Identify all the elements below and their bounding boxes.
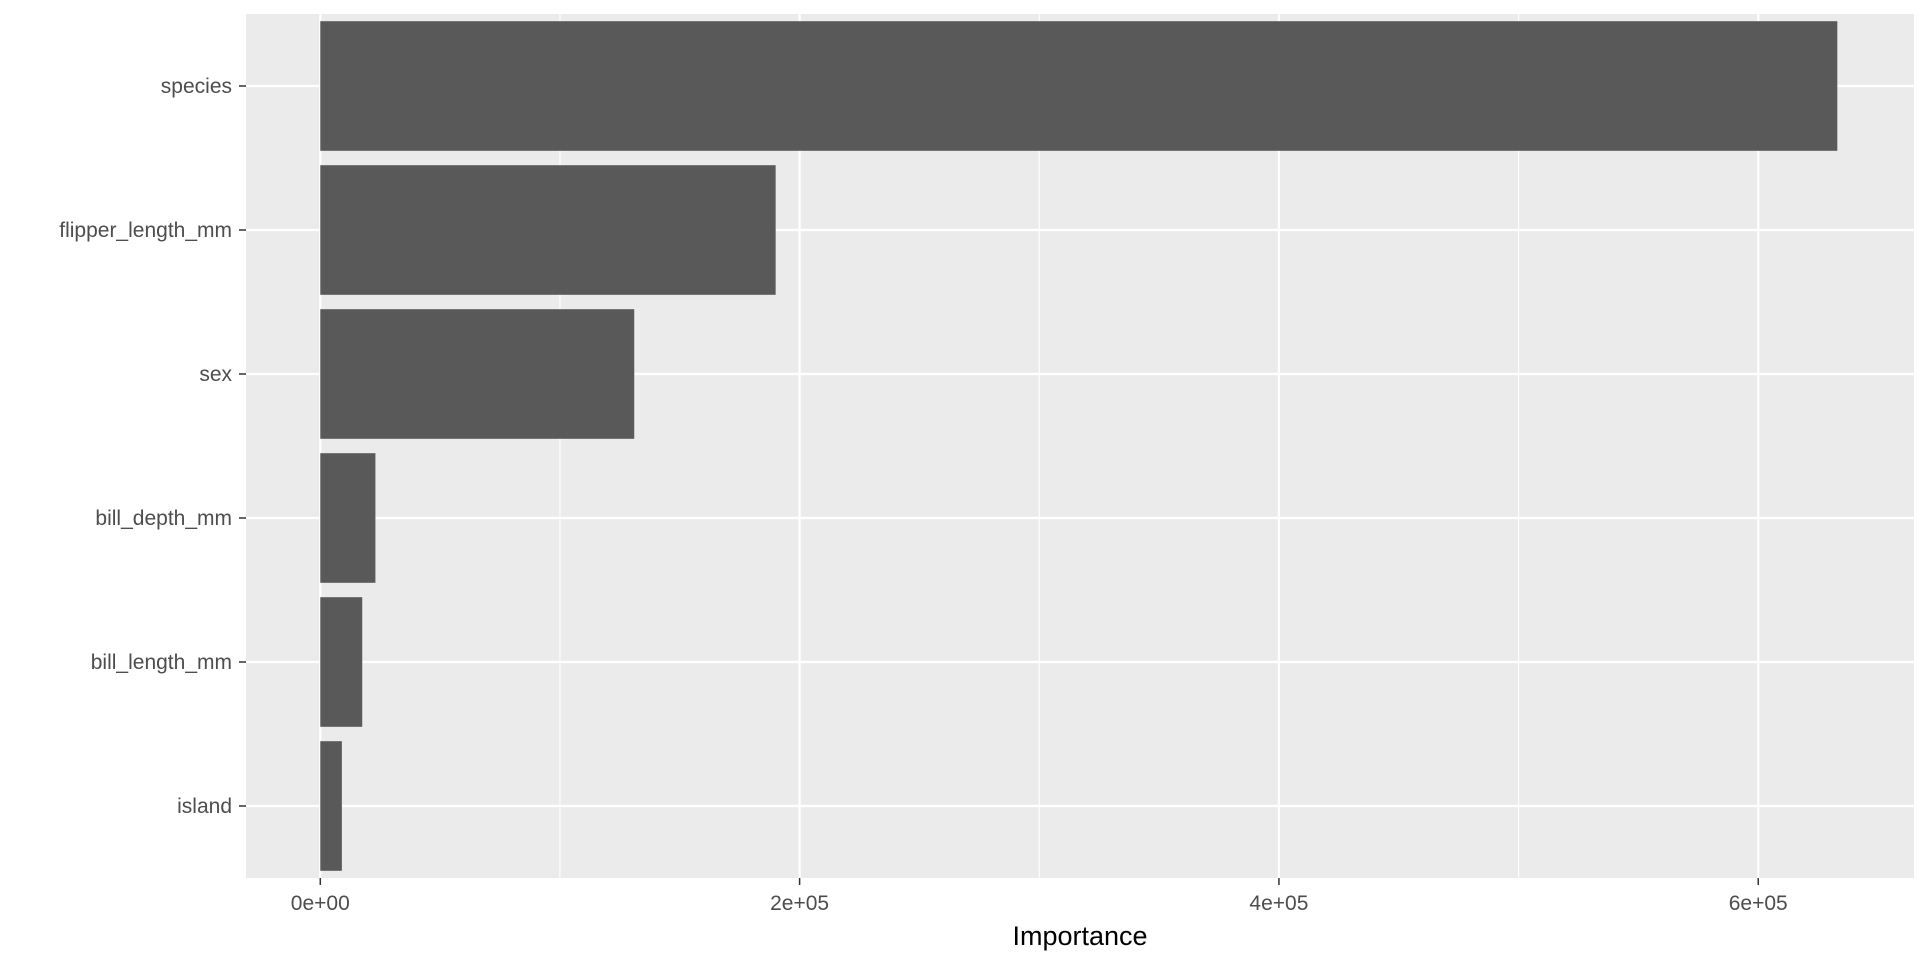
y-tick-label: sex: [199, 363, 232, 386]
x-axis-title: Importance: [1012, 921, 1147, 951]
x-tick-label: 2e+05: [770, 892, 829, 915]
x-tick-label: 6e+05: [1729, 892, 1788, 915]
y-tick-label: island: [177, 795, 232, 818]
y-tick-label: species: [161, 75, 232, 98]
plot-panel: [246, 14, 1914, 878]
x-tick-label: 0e+00: [291, 892, 350, 915]
bar-island: [320, 741, 342, 871]
x-tick-label: 4e+05: [1249, 892, 1308, 915]
y-tick-label: bill_depth_mm: [95, 507, 232, 530]
x-axis: 0e+00 2e+05 4e+05 6e+05: [291, 878, 1788, 915]
bar-bill_depth_mm: [320, 453, 376, 583]
bar-bill_length_mm: [320, 597, 363, 727]
bar-species: [320, 21, 1838, 151]
minor-gridlines: [559, 14, 1520, 878]
bars: [320, 21, 1838, 871]
bar-flipper_length_mm: [320, 165, 776, 295]
bar-sex: [320, 309, 635, 439]
y-tick-label: bill_length_mm: [91, 651, 232, 674]
y-tick-label: flipper_length_mm: [59, 219, 232, 242]
